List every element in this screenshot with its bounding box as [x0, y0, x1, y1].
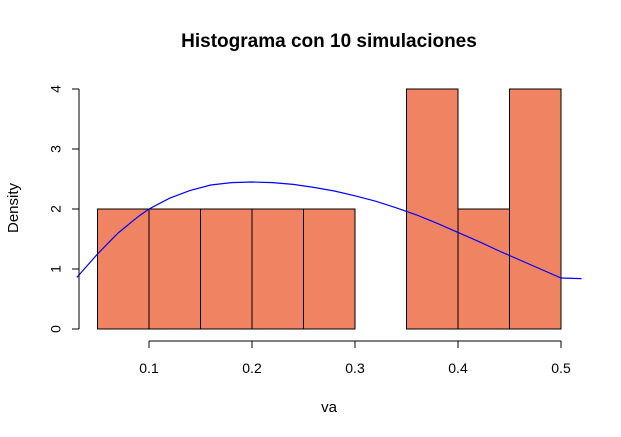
y-tick-label: 3	[48, 145, 64, 153]
y-tick-label: 2	[48, 205, 64, 213]
density-curve	[76, 181, 582, 280]
curve-layer	[76, 181, 582, 280]
histogram-bar	[509, 88, 562, 330]
x-axis: 0.1 0.2 0.3 0.4 0.5	[139, 340, 571, 376]
y-tick-label: 0	[48, 325, 64, 333]
x-axis-label: va	[321, 399, 338, 416]
x-tick-label: 0.3	[345, 360, 365, 376]
x-tick-label: 0.2	[242, 360, 262, 376]
x-tick-label: 0.4	[448, 360, 468, 376]
y-axis-label: Density	[5, 182, 22, 233]
x-tick-label: 0.1	[139, 360, 159, 376]
histogram-bar	[97, 208, 150, 330]
histogram-bar	[457, 208, 510, 330]
y-tick-label: 4	[48, 85, 64, 93]
histogram-bar	[406, 88, 459, 330]
y-axis: 0 1 2 3 4	[48, 85, 80, 333]
histogram-bar	[303, 208, 356, 330]
y-tick-label: 1	[48, 265, 64, 273]
histogram-bar	[148, 208, 201, 330]
histogram-bar	[251, 208, 304, 330]
histogram-bar	[200, 208, 253, 330]
chart-title: Histograma con 10 simulaciones	[181, 31, 477, 52]
bars-layer	[97, 88, 562, 330]
x-tick-label: 0.5	[551, 360, 571, 376]
